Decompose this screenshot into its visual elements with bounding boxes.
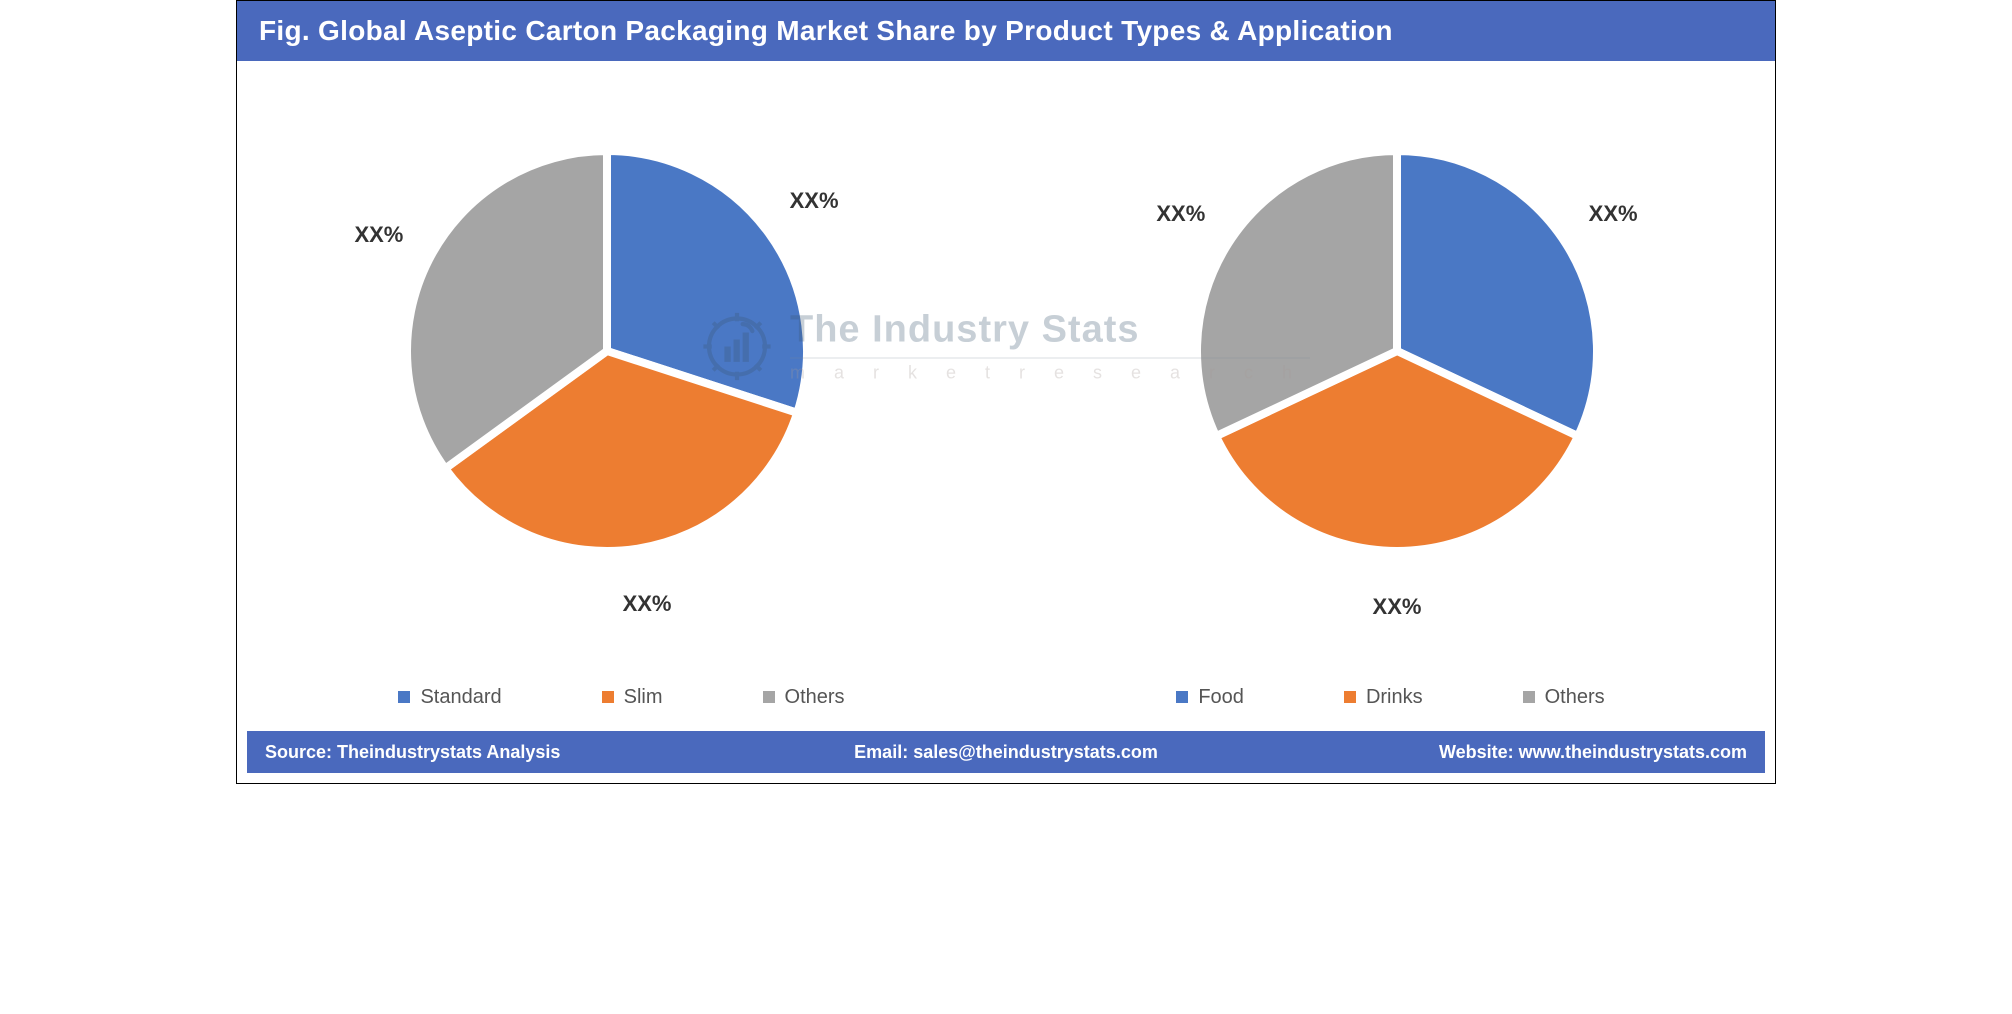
legend-label: Food bbox=[1198, 686, 1244, 709]
footer-email: Email: sales@theindustrystats.com bbox=[753, 742, 1259, 763]
legend-item-others: Others bbox=[1523, 686, 1605, 709]
pie-label-standard: XX% bbox=[790, 188, 839, 214]
footer-website: Website: www.theindustrystats.com bbox=[1259, 742, 1765, 763]
legend-label: Standard bbox=[420, 686, 501, 709]
figure-title: Fig. Global Aseptic Carton Packaging Mar… bbox=[237, 1, 1775, 61]
pie-svg-left bbox=[387, 131, 827, 571]
legend-row: Standard Slim Others Food Drinks Others bbox=[237, 675, 1775, 719]
pie-label-others: XX% bbox=[1156, 201, 1205, 227]
legend-item-others: Others bbox=[763, 686, 845, 709]
legend-label: Others bbox=[1545, 686, 1605, 709]
footer-source: Source: Theindustrystats Analysis bbox=[247, 742, 753, 763]
legend-swatch-icon bbox=[1523, 691, 1535, 703]
legend-item-food: Food bbox=[1176, 686, 1244, 709]
chart-content-area: XX%XX%XX% XX%XX%XX% bbox=[237, 61, 1775, 681]
pie-label-others: XX% bbox=[354, 222, 403, 248]
figure-container: Fig. Global Aseptic Carton Packaging Mar… bbox=[236, 0, 1776, 784]
legend-item-drinks: Drinks bbox=[1344, 686, 1423, 709]
pie-svg-right bbox=[1177, 131, 1617, 571]
pie-label-drinks: XX% bbox=[1373, 594, 1422, 620]
legend-group-left: Standard Slim Others bbox=[237, 675, 1006, 719]
legend-swatch-icon bbox=[602, 691, 614, 703]
legend-group-right: Food Drinks Others bbox=[1006, 675, 1775, 719]
pie-label-food: XX% bbox=[1589, 201, 1638, 227]
legend-swatch-icon bbox=[1344, 691, 1356, 703]
legend-item-standard: Standard bbox=[398, 686, 501, 709]
legend-swatch-icon bbox=[398, 691, 410, 703]
pie-chart-application: XX%XX%XX% bbox=[1177, 131, 1617, 571]
pie-chart-product-types: XX%XX%XX% bbox=[387, 131, 827, 571]
legend-swatch-icon bbox=[763, 691, 775, 703]
legend-swatch-icon bbox=[1176, 691, 1188, 703]
legend-label: Drinks bbox=[1366, 686, 1423, 709]
legend-label: Others bbox=[785, 686, 845, 709]
footer-bar: Source: Theindustrystats Analysis Email:… bbox=[247, 731, 1765, 773]
legend-item-slim: Slim bbox=[602, 686, 663, 709]
legend-label: Slim bbox=[624, 686, 663, 709]
pie-label-slim: XX% bbox=[623, 591, 672, 617]
